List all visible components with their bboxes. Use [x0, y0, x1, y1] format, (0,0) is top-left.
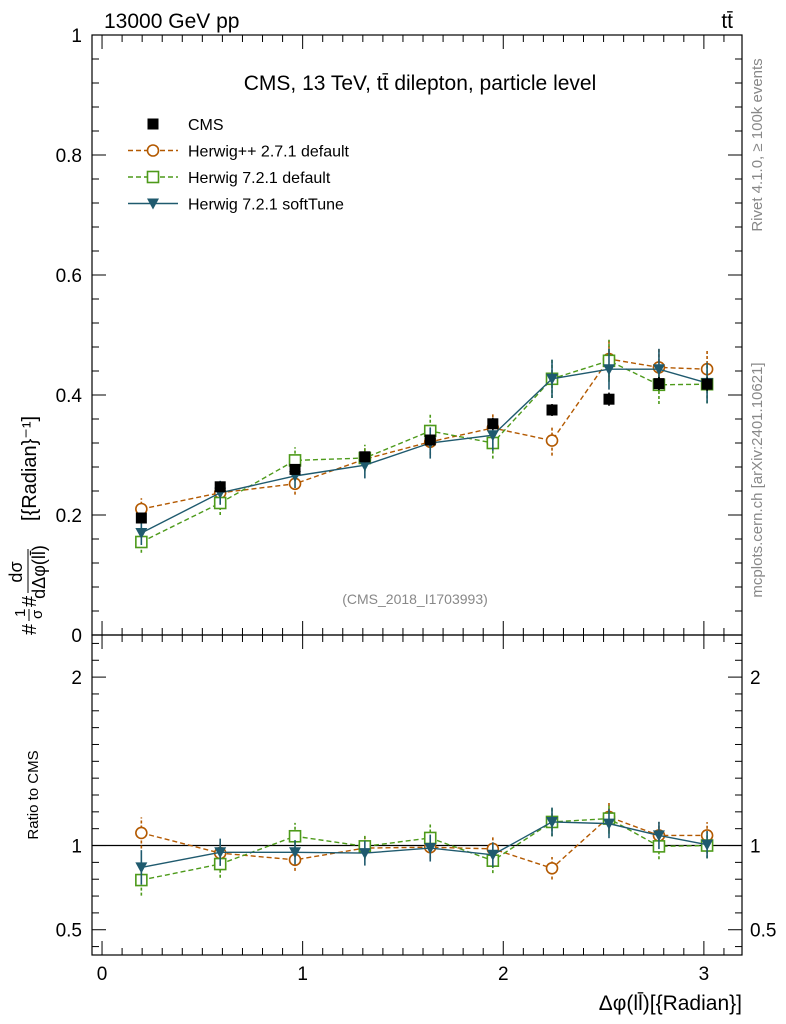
ratio-point: [602, 818, 615, 830]
ratio-point: [214, 847, 227, 859]
ratio-series-2: [135, 807, 714, 885]
ratio-point: [545, 861, 559, 875]
cms-point: [603, 393, 615, 405]
legend-entry: Herwig++ 2.7.1 default: [128, 144, 350, 161]
ratio-point: [486, 849, 499, 861]
ratio-tick-label-right: 1: [750, 837, 761, 858]
ylabel-prefix: #: [19, 623, 41, 635]
series-point: [546, 373, 559, 385]
cms-point: [289, 463, 301, 475]
y-tick-label: 0.6: [56, 266, 82, 287]
cms-point: [214, 481, 226, 493]
ratio-point: [135, 826, 148, 840]
series-point: [135, 528, 148, 539]
series-point: [358, 460, 371, 472]
x-tick-label: 2: [498, 964, 509, 985]
legend-entry: Herwig 7.2.1 default: [128, 170, 331, 187]
ratio-series-line: [141, 816, 708, 870]
ratio-series-line: [141, 817, 708, 881]
rivet-version-label: Rivet 4.1.0, ≥ 100k events: [749, 58, 766, 231]
ratio-series-line: [141, 821, 708, 869]
cms-point: [546, 404, 558, 416]
main-axis-ticks: 0 0.2 0.4 0.6 0.8 1: [56, 26, 742, 647]
ratio-series-group: [135, 802, 714, 896]
ratio-plot-frame: [91, 634, 743, 956]
series-line: [141, 358, 708, 510]
ratio-tick-label: 0.5: [56, 921, 82, 942]
ratio-point: [424, 843, 437, 855]
y-tick-label: 0.4: [56, 386, 83, 407]
ratio-point: [652, 830, 665, 842]
plot-title: CMS, 13 TeV, tt̄ dilepton, particle leve…: [244, 72, 597, 95]
x-tick-label: 1: [297, 964, 308, 985]
legend-label: Herwig 7.2.1 softTune: [188, 197, 344, 214]
cms-data: [135, 377, 713, 524]
y-tick-label: 1: [71, 26, 82, 47]
ylabel-denominator: dΔφ(ll̄): [29, 545, 49, 599]
series-1: [135, 339, 714, 553]
ratio-tick-label: 2: [71, 668, 82, 689]
ratio-point: [135, 862, 148, 874]
series-2: [135, 348, 714, 545]
ratio-point: [701, 839, 714, 851]
mcplots-label: mcplots.cern.ch [arXiv:2401.10621]: [749, 362, 766, 597]
legend-marker: [147, 118, 159, 130]
ratio-tick-label: 1: [71, 837, 82, 858]
ratio-point: [546, 816, 559, 828]
analysis-watermark: (CMS_2018_I1703993): [342, 591, 488, 607]
ratio-tick-label-right: 0.5: [750, 921, 776, 942]
legend-entry: Herwig 7.2.1 softTune: [128, 197, 344, 214]
legend-entry: CMS: [147, 117, 224, 134]
ylabel-sigma: σ: [29, 609, 46, 619]
ratio-point: [289, 847, 302, 859]
ylabel-one: 1: [12, 609, 29, 617]
legend-label: CMS: [188, 117, 224, 134]
cms-point: [424, 434, 436, 446]
x-tick-label: 0: [97, 964, 108, 985]
series-line: [141, 360, 708, 543]
ylabel-numerator: dσ: [6, 561, 26, 582]
cms-point: [135, 512, 147, 524]
legend-marker: [147, 198, 159, 210]
ratio-plot: 0 1 2 3 0.5 0.5 1 1 2 2 Ratio to CMS: [25, 634, 776, 985]
ratio-y-label: Ratio to CMS: [25, 750, 42, 839]
ylabel-hash: #: [19, 595, 41, 607]
y-axis-label: #1 σ # dσ dΔφ(ll̄) [{Radian}⁻¹]: [6, 416, 49, 635]
series-line: [141, 368, 708, 534]
x-tick-label: 3: [699, 964, 710, 985]
y-tick-label: 0: [71, 626, 82, 647]
ratio-tick-label-right: 2: [750, 668, 761, 689]
legend-marker: [146, 170, 160, 184]
series-point: [602, 364, 615, 376]
series-point: [545, 434, 559, 447]
legend-label: Herwig++ 2.7.1 default: [188, 144, 350, 161]
header-energy-label: 13000 GeV pp: [104, 10, 239, 33]
cms-point: [653, 378, 665, 390]
main-plot: 0 0.2 0.4 0.6 0.8 1 CMS, 13 TeV, tt̄ dilepton…: [56, 26, 743, 647]
y-tick-label: 0.2: [56, 506, 82, 527]
ratio-axis-ticks: 0 1 2 3 0.5 0.5 1 1 2 2: [56, 635, 776, 985]
cms-point: [359, 451, 371, 463]
cms-point: [487, 418, 499, 430]
legend-marker: [146, 144, 160, 157]
ylabel-suffix: [{Radian}⁻¹]: [19, 416, 41, 521]
header-process-label: tt̄: [721, 10, 733, 33]
main-series-group: [135, 339, 714, 553]
cms-point: [701, 378, 713, 390]
ratio-point: [358, 848, 371, 860]
x-axis-label: Δφ(ll̄)[{Radian}]: [599, 991, 742, 1015]
legend-label: Herwig 7.2.1 default: [188, 170, 331, 187]
y-tick-label: 0.8: [56, 146, 82, 167]
series-point: [486, 430, 499, 442]
series-point: [652, 364, 665, 376]
legend: CMS Herwig++ 2.7.1 default Herwig 7.2.1 de…: [128, 117, 350, 214]
